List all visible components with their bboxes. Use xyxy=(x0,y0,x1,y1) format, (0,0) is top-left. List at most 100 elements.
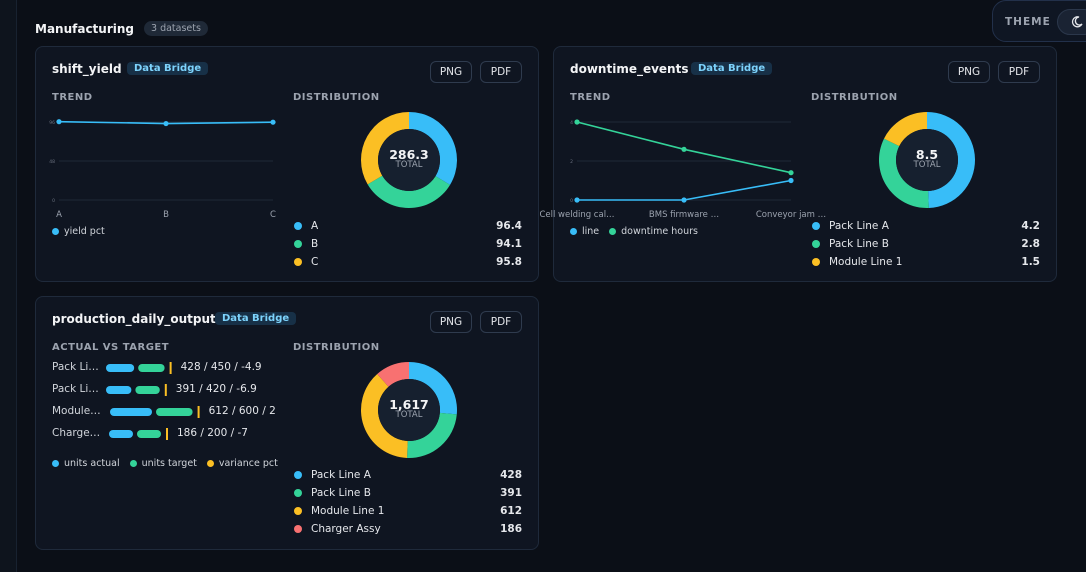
avt-row: Pack Li… 428 / 450 / -4.9 xyxy=(52,361,282,375)
legend-label: yield pct xyxy=(64,226,105,237)
legend-swatch xyxy=(52,460,59,467)
donut-slice xyxy=(407,412,457,458)
avt-row-label: Pack Li… xyxy=(52,383,99,395)
donut-slice xyxy=(361,112,409,185)
legend-swatch xyxy=(570,228,577,235)
avt-row-value: 186 / 200 / -7 xyxy=(177,427,248,439)
export-png-button[interactable]: PNG xyxy=(430,61,472,83)
avt-row-label: Pack Li… xyxy=(52,361,99,373)
actual-bar xyxy=(106,386,132,394)
avt-row: Charge… 186 / 200 / -7 xyxy=(52,427,282,441)
distribution-swatch xyxy=(294,240,302,248)
legend-label: line xyxy=(582,226,600,237)
theme-toggle[interactable]: THEME xyxy=(992,0,1086,42)
target-bar xyxy=(138,364,165,372)
donut-total-caption: TOTAL xyxy=(913,160,941,170)
distribution-label: Module Line 1 xyxy=(311,505,385,517)
distribution-value: 391 xyxy=(500,487,522,499)
legend-label: variance pct xyxy=(218,458,278,469)
avt-row: Pack Li… 391 / 420 / -6.9 xyxy=(52,383,282,397)
donut-center: 286.3 TOTAL xyxy=(360,148,458,170)
variance-marker xyxy=(169,362,172,374)
distribution-value: 2.8 xyxy=(1021,238,1040,250)
avt-row-label: Module… xyxy=(52,405,101,417)
export-pdf-button[interactable]: PDF xyxy=(480,61,522,83)
data-point xyxy=(163,120,169,127)
donut-slice xyxy=(377,362,409,387)
legend-label: units target xyxy=(141,458,197,469)
export-pdf-button[interactable]: PDF xyxy=(998,61,1040,83)
data-point xyxy=(56,119,62,125)
export-pdf-button[interactable]: PDF xyxy=(480,311,522,333)
distribution-value: 94.1 xyxy=(496,238,522,250)
legend-item[interactable]: yield pct xyxy=(52,226,105,237)
legend-item[interactable]: units target xyxy=(129,458,197,469)
avt-row-value: 391 / 420 / -6.9 xyxy=(175,383,257,395)
donut-total: 8.5 xyxy=(915,147,939,162)
donut-center: 8.5 TOTAL xyxy=(878,148,976,170)
legend-item[interactable]: units actual xyxy=(52,458,120,469)
donut-slice xyxy=(927,112,976,208)
distribution-row: Pack Line A 4.2 xyxy=(812,218,1040,234)
theme-label: THEME xyxy=(1005,16,1051,28)
x-tick-label: Conveyor jam … xyxy=(756,210,826,220)
distribution-row: A 96.4 xyxy=(294,218,522,234)
data-point xyxy=(270,119,276,125)
legend-item[interactable]: line xyxy=(570,226,599,237)
target-bar xyxy=(135,386,160,394)
legend-item[interactable]: variance pct xyxy=(206,458,278,469)
donut-slice xyxy=(367,175,451,208)
donut-total: 1,617 xyxy=(389,397,429,412)
trend-label: TREND xyxy=(52,92,93,103)
distribution-row: Pack Line A 428 xyxy=(294,467,522,483)
distribution-donut xyxy=(361,112,457,208)
export-png-button[interactable]: PNG xyxy=(430,311,472,333)
distribution-label: Pack Line A xyxy=(311,469,371,481)
legend-swatch xyxy=(129,460,137,467)
avt-row-label: Charge… xyxy=(52,427,101,439)
data-point xyxy=(788,177,794,184)
distribution-label: Pack Line B xyxy=(311,487,371,499)
legend-item[interactable]: downtime hours xyxy=(609,226,698,237)
export-png-button[interactable]: PNG xyxy=(948,61,990,83)
distribution-donut xyxy=(361,362,457,458)
distribution-label: DISTRIBUTION xyxy=(293,92,380,103)
section-title: Manufacturing xyxy=(35,21,134,36)
x-tick-label: A xyxy=(56,210,62,220)
source-badge: Data Bridge xyxy=(215,312,297,325)
x-tick-label: B xyxy=(163,210,169,220)
trend-legend: yield pct xyxy=(52,226,115,237)
legend-label: downtime hours xyxy=(621,226,698,237)
distribution-swatch xyxy=(294,222,302,230)
dataset-count-badge: 3 datasets xyxy=(144,21,208,36)
variance-marker xyxy=(166,428,168,440)
distribution-swatch xyxy=(812,258,820,266)
donut-slice xyxy=(879,138,929,208)
theme-switch[interactable] xyxy=(1057,9,1086,35)
distribution-value: 95.8 xyxy=(496,256,522,268)
avt-row-value: 612 / 600 / 2 xyxy=(208,405,276,417)
avt-legend: units actual units target variance pct xyxy=(52,458,288,469)
distribution-swatch xyxy=(294,471,302,479)
distribution-label: C xyxy=(311,256,319,268)
donut-slice xyxy=(409,112,457,185)
dataset-card-downtime-events: downtime_events Data Bridge PNG PDF TREN… xyxy=(539,46,1057,282)
section-header: Manufacturing 3 datasets xyxy=(35,21,208,36)
card-title: production_daily_output xyxy=(52,312,216,326)
left-edge-panel xyxy=(0,0,17,572)
trend-chart: 0 48 96 A B C xyxy=(49,119,276,220)
x-tick-label: BMS firmware … xyxy=(649,210,719,220)
legend-swatch xyxy=(206,460,214,467)
distribution-donut xyxy=(879,112,976,208)
distribution-value: 612 xyxy=(500,505,522,517)
actual-vs-target-label: ACTUAL VS TARGET xyxy=(52,342,170,353)
donut-slice xyxy=(409,362,457,415)
y-tick-label: 48 xyxy=(49,159,55,165)
data-point xyxy=(574,119,580,125)
distribution-swatch xyxy=(294,489,302,497)
distribution-swatch xyxy=(294,507,302,515)
distribution-label: DISTRIBUTION xyxy=(293,342,380,353)
actual-bar xyxy=(110,408,152,416)
donut-hole xyxy=(378,379,440,441)
donut-total: 286.3 xyxy=(389,147,429,162)
